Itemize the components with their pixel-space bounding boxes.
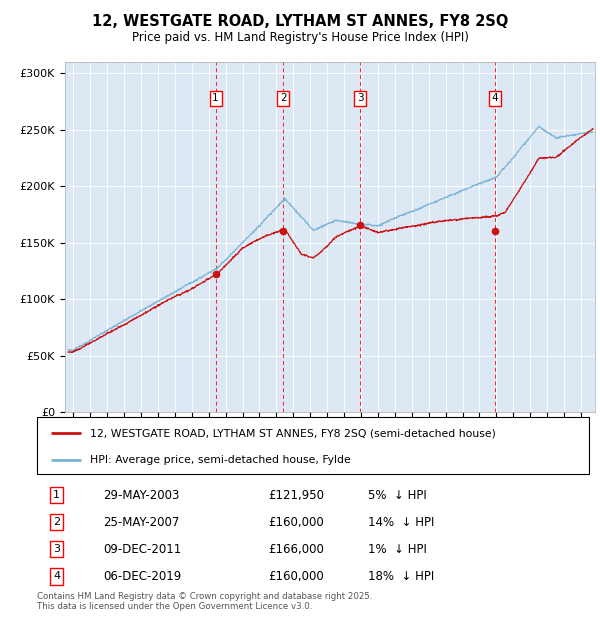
Text: 09-DEC-2011: 09-DEC-2011 — [103, 543, 182, 556]
Text: HPI: Average price, semi-detached house, Fylde: HPI: Average price, semi-detached house,… — [89, 455, 350, 465]
Text: 2: 2 — [280, 93, 286, 103]
Text: Contains HM Land Registry data © Crown copyright and database right 2025.: Contains HM Land Registry data © Crown c… — [37, 592, 373, 601]
Text: 14%  ↓ HPI: 14% ↓ HPI — [368, 516, 435, 529]
Text: 25-MAY-2007: 25-MAY-2007 — [103, 516, 180, 529]
Text: 3: 3 — [356, 93, 364, 103]
Text: £160,000: £160,000 — [268, 516, 324, 529]
Text: 5%  ↓ HPI: 5% ↓ HPI — [368, 489, 427, 502]
FancyBboxPatch shape — [37, 417, 589, 474]
Text: This data is licensed under the Open Government Licence v3.0.: This data is licensed under the Open Gov… — [37, 602, 313, 611]
Text: 18%  ↓ HPI: 18% ↓ HPI — [368, 570, 434, 583]
Text: 2: 2 — [53, 517, 60, 527]
Text: £160,000: £160,000 — [268, 570, 324, 583]
Text: 3: 3 — [53, 544, 60, 554]
Text: £121,950: £121,950 — [268, 489, 324, 502]
Text: 1: 1 — [53, 490, 60, 500]
Text: £166,000: £166,000 — [268, 543, 324, 556]
Text: 06-DEC-2019: 06-DEC-2019 — [103, 570, 182, 583]
Text: 1: 1 — [212, 93, 219, 103]
Text: 4: 4 — [53, 572, 60, 582]
Text: Price paid vs. HM Land Registry's House Price Index (HPI): Price paid vs. HM Land Registry's House … — [131, 31, 469, 43]
Text: 4: 4 — [492, 93, 499, 103]
Text: 12, WESTGATE ROAD, LYTHAM ST ANNES, FY8 2SQ: 12, WESTGATE ROAD, LYTHAM ST ANNES, FY8 … — [92, 14, 508, 29]
Text: 29-MAY-2003: 29-MAY-2003 — [103, 489, 180, 502]
Text: 12, WESTGATE ROAD, LYTHAM ST ANNES, FY8 2SQ (semi-detached house): 12, WESTGATE ROAD, LYTHAM ST ANNES, FY8 … — [89, 428, 496, 438]
Text: 1%  ↓ HPI: 1% ↓ HPI — [368, 543, 427, 556]
